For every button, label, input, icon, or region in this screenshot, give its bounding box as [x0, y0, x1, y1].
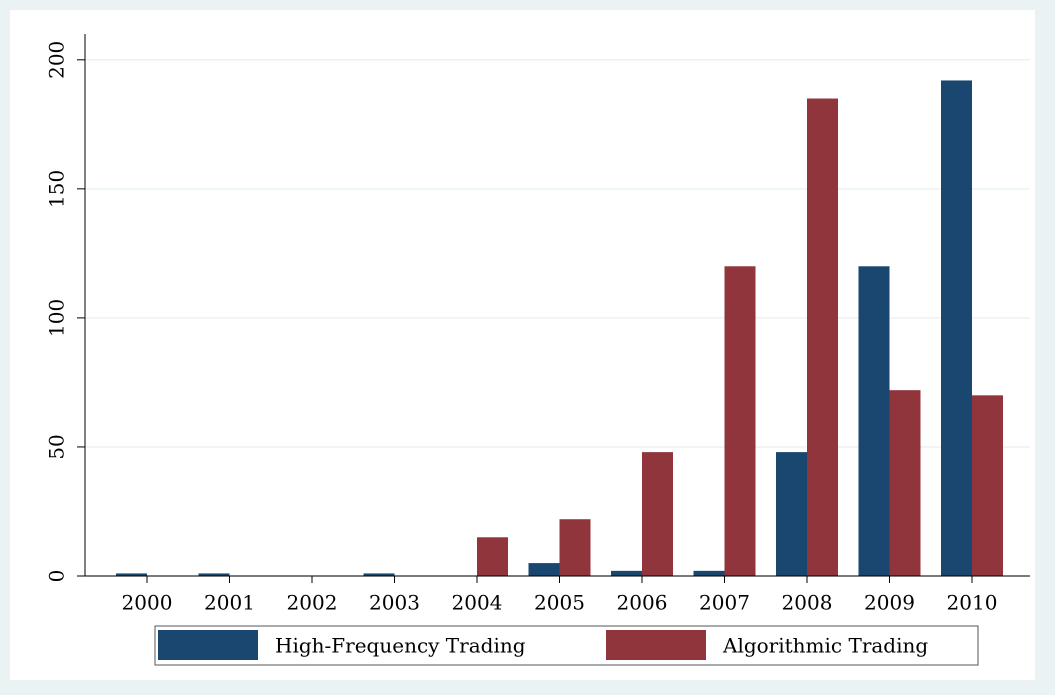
x-tick-label: 2006 [617, 591, 668, 615]
bar [116, 573, 147, 576]
bar [972, 395, 1003, 576]
bar [611, 570, 642, 576]
y-tick-label: 100 [45, 299, 69, 337]
x-tick-label: 2005 [534, 591, 585, 615]
x-tick-label: 2001 [204, 591, 255, 615]
bar [528, 563, 560, 576]
y-tick-label: 50 [45, 434, 69, 459]
x-tick-label: 2009 [864, 591, 915, 615]
legend-label: Algorithmic Trading [722, 634, 928, 658]
x-tick-label: 2003 [369, 591, 420, 615]
y-tick-label: 150 [45, 170, 69, 208]
y-tick-label: 0 [45, 570, 69, 583]
bar [477, 537, 508, 576]
x-tick-label: 2007 [699, 591, 750, 615]
x-tick-label: 2008 [782, 591, 833, 615]
legend-label: High-Frequency Trading [275, 634, 526, 658]
legend-box [154, 625, 979, 666]
bar [941, 80, 972, 576]
y-tick-label: 200 [45, 41, 69, 79]
bar [858, 266, 890, 576]
x-tick-label: 2010 [947, 591, 998, 615]
bar [642, 452, 673, 576]
bar [198, 573, 230, 576]
bar [724, 266, 756, 576]
x-tick-label: 2000 [122, 591, 173, 615]
x-tick-label: 2002 [287, 591, 338, 615]
legend-swatch [158, 630, 258, 660]
bar [363, 573, 395, 576]
bar [693, 570, 725, 576]
bar [776, 452, 807, 576]
bar [889, 390, 921, 576]
x-tick-label: 2004 [452, 591, 503, 615]
legend-swatch [606, 630, 706, 660]
bar [559, 519, 591, 576]
bar [807, 98, 838, 577]
